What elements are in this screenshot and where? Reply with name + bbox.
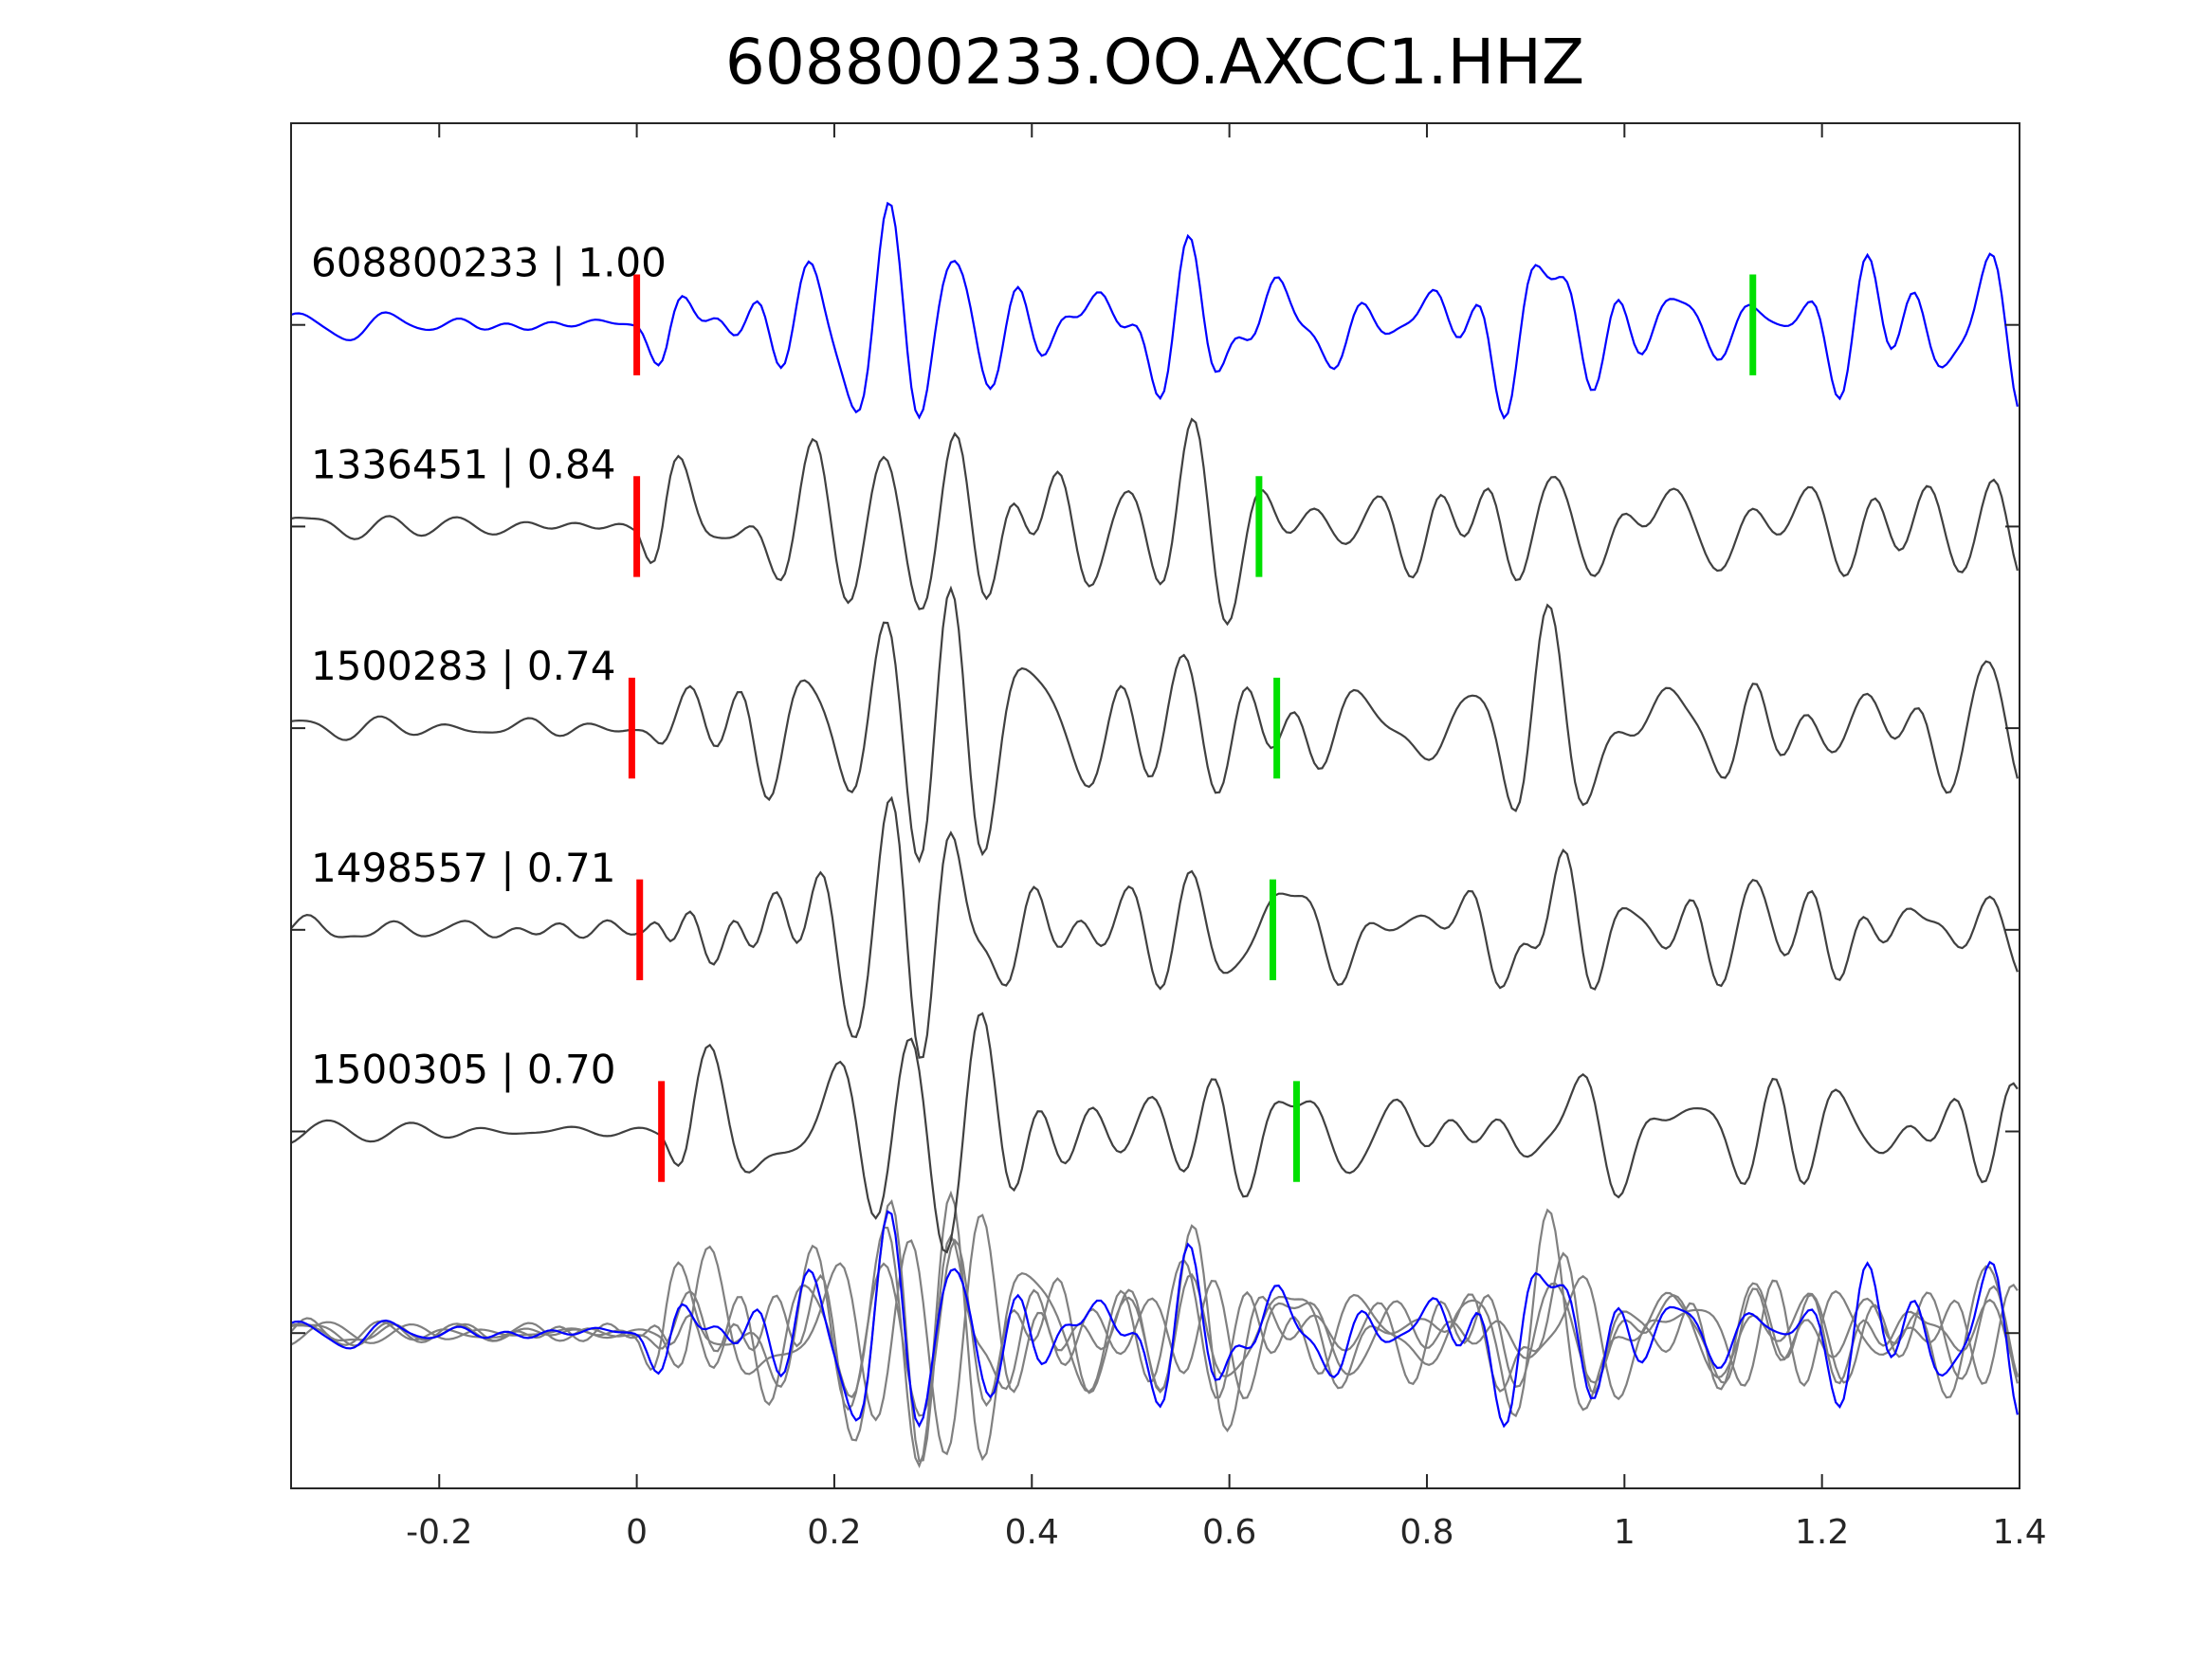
trace-line (290, 201, 2019, 420)
trace-label: 1336451 | 0.84 (311, 441, 615, 487)
x-tick-label: 0 (626, 1513, 648, 1552)
trace-line (290, 585, 2019, 864)
axes-box (290, 122, 2020, 1489)
stack-trace-line (290, 1199, 2019, 1463)
traces-layer: 608800233 | 1.00 1336451 | 0.84 1500283 | … (290, 201, 2019, 1468)
chart-title: 608800233.OO.AXCC1.HHZ (725, 26, 1584, 99)
trace-line (290, 417, 2019, 627)
stack-trace-line (290, 1190, 2019, 1468)
stack-reference-line (290, 1210, 2019, 1429)
x-tick-label: 0.2 (807, 1513, 861, 1552)
x-tick-label: 0.4 (1005, 1513, 1059, 1552)
stack-trace-line (290, 1224, 2019, 1433)
trace-label: 1500283 | 0.74 (311, 643, 615, 689)
x-tick-label: 0.6 (1202, 1513, 1256, 1552)
x-tick-label: 1.4 (1992, 1513, 2046, 1552)
x-tick-label: -0.2 (406, 1513, 472, 1552)
stack-trace-line (290, 1213, 2019, 1456)
x-tick-label: 1.2 (1795, 1513, 1849, 1552)
x-tick-label: 1 (1614, 1513, 1636, 1552)
axes: -0.2 0 0.2 0.4 0.6 0.8 1 1.2 1.4 (290, 122, 2047, 1552)
trace-label: 1498557 | 0.71 (311, 845, 615, 891)
trace-label: 608800233 | 1.00 (311, 240, 667, 286)
trace-line (290, 1012, 2019, 1254)
x-tick-label: 0.8 (1399, 1513, 1453, 1552)
trace-line (290, 795, 2019, 1059)
trace-label: 1500305 | 0.70 (311, 1046, 615, 1092)
